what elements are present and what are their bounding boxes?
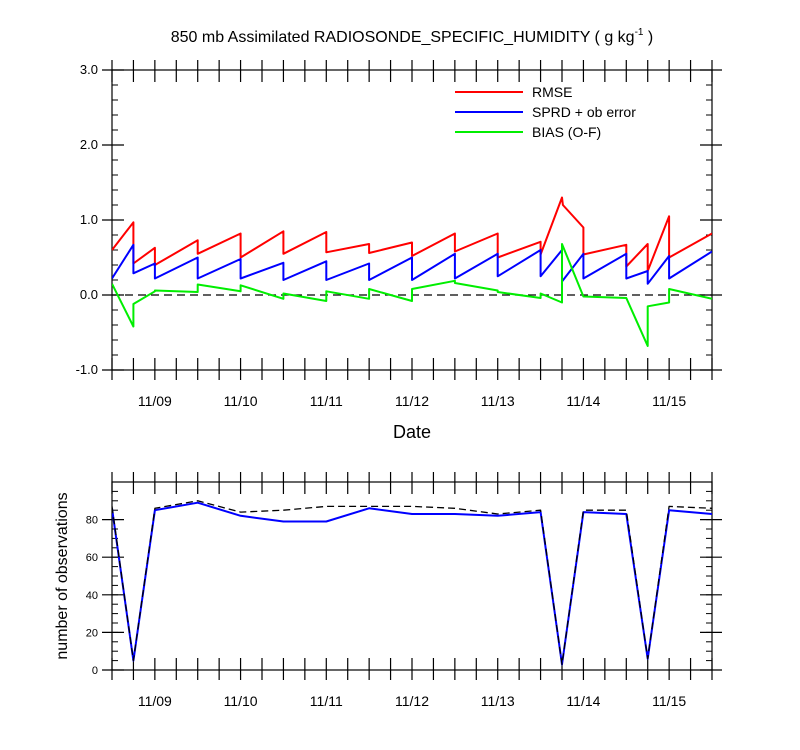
x-tick-label: 11/12: [395, 393, 429, 409]
legend-label: RMSE: [532, 84, 572, 100]
y-tick-label: 20: [86, 627, 98, 639]
x-tick-label: 11/11: [310, 393, 343, 409]
y-tick-label: 3.0: [80, 62, 98, 77]
chart-title-main: 850 mb Assimilated RADIOSONDE_SPECIFIC_H…: [171, 29, 635, 46]
x-tick-label: 11/13: [481, 393, 515, 409]
x-tick-label: 11/14: [566, 393, 600, 409]
y-tick-label: 60: [86, 552, 98, 564]
x-tick-label: 11/14: [566, 693, 600, 709]
y-tick-label: 1.0: [80, 212, 98, 227]
series-line-observations-possible: [112, 500, 712, 666]
x-tick-label: 11/10: [224, 693, 258, 709]
bottom-panel: 0 20 40 60 80 11/09 11/10 11/11 11/12 11/13 11/14 1…: [86, 472, 722, 709]
x-tick-label: 11/09: [138, 393, 172, 409]
chart-title: 850 mb Assimilated RADIOSONDE_SPECIFIC_H…: [171, 27, 654, 46]
x-tick-label: 11/15: [652, 693, 686, 709]
y-tick-label: -1.0: [76, 362, 98, 377]
y-tick-label: 80: [86, 515, 98, 527]
legend-label: SPRD + ob error: [532, 104, 636, 120]
y-tick-label: 0.0: [80, 287, 98, 302]
x-tick-label: 11/10: [224, 393, 258, 409]
chart-title-exponent: -1: [635, 27, 644, 38]
y-tick-label: 2.0: [80, 137, 98, 152]
legend: RMSE SPRD + ob error BIAS (O-F): [455, 84, 636, 140]
x-axis-label: Date: [393, 422, 431, 442]
series-line-observations-used: [112, 501, 712, 666]
x-tick-label: 11/12: [395, 693, 429, 709]
y-tick-label: 40: [86, 590, 98, 602]
y-axis-label-bottom: number of observations: [54, 492, 71, 659]
series-line-sprd-ob-error: [112, 243, 712, 285]
chart-title-suffix: ): [643, 29, 653, 46]
series-line-bias-o-f: [112, 243, 712, 347]
x-tick-label: 11/09: [138, 693, 172, 709]
x-tick-label: 11/13: [481, 693, 515, 709]
x-tick-label: 11/15: [652, 393, 686, 409]
x-tick-label: 11/11: [310, 693, 343, 709]
legend-label: BIAS (O-F): [532, 124, 601, 140]
y-tick-label: 0: [92, 665, 98, 677]
top-panel: -1.0 0.0 1.0 2.0 3.0 11/09 11/10 11/11 11/12 11/1…: [76, 60, 722, 409]
